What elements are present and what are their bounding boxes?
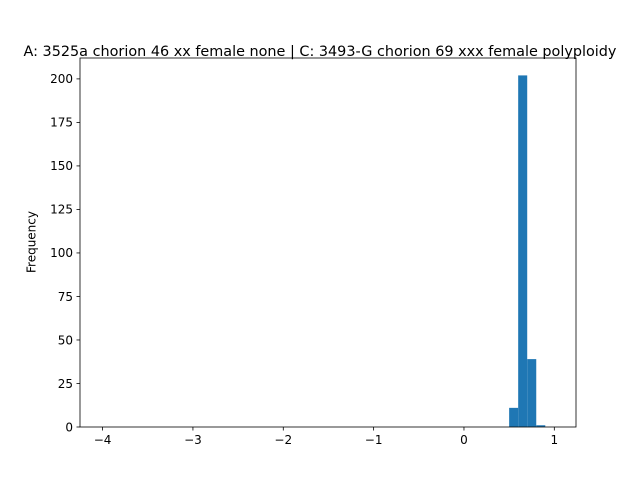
y-tick-label-7: 175 [50, 116, 73, 130]
x-tick-label-2: −2 [274, 433, 292, 447]
histogram-bar-1 [518, 75, 528, 427]
y-axis-ticks: 0 25 50 75 100 125 150 175 200 [50, 72, 80, 434]
histogram-bar-2 [527, 359, 537, 427]
histogram-bar-0 [509, 407, 519, 427]
x-tick-label-0: −4 [94, 433, 112, 447]
x-tick-label-4: 0 [460, 433, 468, 447]
y-axis-label: Frequency [25, 211, 39, 273]
x-tick-label-5: 1 [550, 433, 558, 447]
x-tick-label-1: −3 [184, 433, 202, 447]
y-tick-label-8: 200 [50, 72, 73, 86]
y-tick-label-4: 100 [50, 246, 73, 260]
plot-frame [79, 57, 577, 428]
y-tick-label-0: 0 [65, 420, 73, 434]
y-tick-label-6: 150 [50, 159, 73, 173]
histogram-bar-3 [536, 425, 546, 427]
y-tick-label-1: 25 [58, 377, 73, 391]
histogram-bars [509, 75, 546, 427]
chart-title: A: 3525a chorion 46 xx female none | C: … [24, 44, 617, 60]
y-tick-label-3: 75 [58, 290, 73, 304]
y-tick-label-5: 125 [50, 203, 73, 217]
x-tick-label-3: −1 [365, 433, 383, 447]
x-axis-ticks: −4 −3 −2 −1 0 1 [94, 427, 558, 447]
y-tick-label-2: 50 [58, 333, 73, 347]
